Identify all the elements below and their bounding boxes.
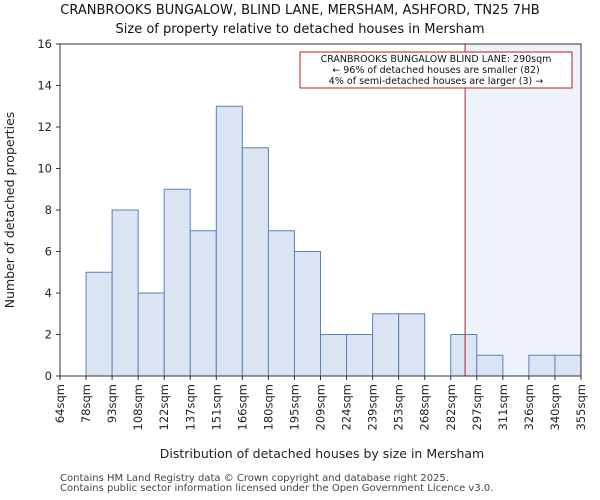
x-tick-label: 340sqm — [548, 384, 562, 430]
bar-209sqm — [320, 334, 348, 377]
x-tick-label: 209sqm — [314, 384, 328, 430]
chart-title: CRANBROOKS BUNGALOW, BLIND LANE, MERSHAM… — [60, 3, 539, 18]
footer-licence: Contains public sector information licen… — [60, 483, 494, 494]
bar-340sqm — [554, 354, 582, 377]
x-tick-label: 239sqm — [366, 384, 380, 430]
footer-copyright: Contains HM Land Registry data © Crown c… — [60, 473, 449, 484]
bar-326sqm — [528, 354, 556, 377]
y-tick-label: 6 — [45, 245, 52, 259]
bar-297sqm — [476, 354, 504, 377]
y-tick-label: 2 — [45, 328, 52, 342]
y-tick-label: 14 — [37, 79, 52, 93]
x-tick-label: 282sqm — [444, 384, 458, 430]
highlight-region — [465, 44, 581, 376]
y-tick-label: 10 — [37, 162, 52, 176]
annotation-line-3: 4% of semi-detached houses are larger (3… — [329, 76, 543, 87]
x-tick-label: 268sqm — [418, 384, 432, 430]
x-tick-label: 311sqm — [496, 384, 510, 430]
bar-253sqm — [398, 313, 426, 377]
x-tick-label: 122sqm — [157, 384, 171, 430]
annotation-line-1: CRANBROOKS BUNGALOW BLIND LANE: 290sqm — [321, 54, 552, 65]
x-tick-label: 224sqm — [340, 384, 354, 430]
x-tick-label: 137sqm — [183, 384, 197, 430]
x-tick-label: 195sqm — [287, 384, 301, 430]
bar-108sqm — [137, 292, 165, 377]
x-tick-label: 180sqm — [261, 384, 275, 430]
x-tick-label: 78sqm — [79, 384, 93, 423]
bar-282sqm — [450, 334, 478, 377]
bar-78sqm — [85, 271, 113, 377]
x-axis-label: Distribution of detached houses by size … — [160, 446, 484, 461]
y-axis-label: Number of detached properties — [2, 112, 17, 309]
annotation-line-2: ← 96% of detached houses are smaller (82… — [332, 65, 539, 76]
x-tick-label: 166sqm — [235, 384, 249, 430]
x-tick-label: 151sqm — [209, 384, 223, 430]
bar-122sqm — [163, 188, 191, 377]
annotation-box — [299, 51, 573, 89]
chart-subtitle: Size of property relative to detached ho… — [116, 22, 485, 37]
x-tick-label: 326sqm — [522, 384, 536, 430]
x-tick-label: 297sqm — [470, 384, 484, 430]
y-tick-label: 0 — [45, 369, 52, 383]
bar-180sqm — [267, 230, 295, 377]
x-tick-label: 93sqm — [105, 384, 119, 423]
y-tick-label: 12 — [37, 120, 52, 134]
y-tick-label: 8 — [45, 203, 52, 217]
bar-137sqm — [189, 230, 217, 377]
bar-166sqm — [241, 147, 269, 377]
bar-93sqm — [111, 209, 139, 377]
property-annotation: CRANBROOKS BUNGALOW BLIND LANE: 290sqm ←… — [299, 51, 573, 89]
bar-151sqm — [215, 105, 243, 377]
x-tick-label: 64sqm — [53, 384, 67, 423]
x-tick-label: 253sqm — [392, 384, 406, 430]
y-tick-label: 4 — [45, 286, 52, 300]
bar-239sqm — [372, 313, 400, 377]
bar-224sqm — [346, 334, 374, 377]
x-tick-label: 108sqm — [131, 384, 145, 430]
bar-195sqm — [293, 251, 322, 377]
y-tick-label: 16 — [37, 37, 52, 51]
x-tick-label: 355sqm — [574, 384, 588, 430]
